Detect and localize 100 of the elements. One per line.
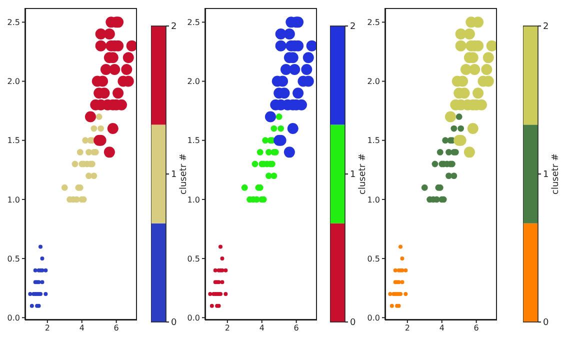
y-tick-label: 2.5 bbox=[367, 18, 380, 28]
point bbox=[86, 172, 92, 180]
point bbox=[44, 292, 48, 296]
point bbox=[107, 123, 118, 134]
point bbox=[220, 280, 224, 284]
point bbox=[82, 137, 89, 144]
point bbox=[38, 244, 43, 249]
point bbox=[446, 148, 452, 156]
point bbox=[442, 137, 449, 144]
x-tick-label: 2 bbox=[44, 324, 50, 333]
point bbox=[460, 64, 472, 75]
point bbox=[464, 146, 475, 158]
point bbox=[287, 123, 298, 134]
point bbox=[458, 125, 464, 132]
point bbox=[218, 244, 223, 249]
point bbox=[40, 256, 44, 261]
x-tick-label: 4 bbox=[439, 324, 444, 333]
y-tick-label: 1.5 bbox=[187, 136, 200, 146]
point bbox=[284, 28, 295, 40]
color-bar-label: 1 bbox=[350, 170, 356, 180]
y-tick-label: 0.0 bbox=[7, 313, 20, 322]
y-tick-label: 1.5 bbox=[7, 136, 20, 146]
point bbox=[400, 280, 404, 284]
point bbox=[30, 304, 34, 308]
y-tick-label: 1.5 bbox=[367, 136, 380, 146]
point bbox=[90, 125, 98, 132]
x-tick-label: 2 bbox=[404, 324, 410, 333]
point bbox=[96, 114, 102, 120]
y-tick-label: 2.0 bbox=[367, 77, 380, 86]
color-bar-label: 1 bbox=[543, 170, 549, 180]
point bbox=[262, 137, 269, 144]
point bbox=[270, 125, 278, 132]
point bbox=[28, 292, 32, 296]
point bbox=[450, 125, 458, 132]
color-bar-label: 2 bbox=[543, 22, 549, 32]
point bbox=[126, 40, 137, 52]
y-tick-label: 1.0 bbox=[187, 195, 200, 204]
point bbox=[76, 148, 84, 156]
point bbox=[292, 88, 304, 99]
point bbox=[284, 146, 295, 158]
y-tick-label: 0.0 bbox=[187, 313, 200, 322]
point bbox=[220, 256, 224, 261]
point bbox=[84, 111, 96, 122]
point bbox=[280, 64, 292, 75]
point bbox=[72, 160, 78, 168]
y-tick-label: 2.5 bbox=[7, 18, 20, 28]
point bbox=[33, 268, 38, 272]
point bbox=[467, 123, 478, 134]
point bbox=[275, 40, 286, 52]
point bbox=[404, 268, 408, 272]
y-tick-label: 0.5 bbox=[367, 254, 380, 264]
color-bar-title: clusetr # bbox=[179, 153, 189, 195]
point bbox=[464, 28, 475, 40]
point bbox=[266, 148, 272, 156]
y-tick-label: 0.5 bbox=[187, 254, 200, 264]
point bbox=[213, 268, 218, 272]
x-tick-label: 6 bbox=[474, 324, 479, 333]
point bbox=[446, 172, 452, 180]
point bbox=[436, 148, 444, 156]
point bbox=[455, 40, 466, 52]
color-bar-title: clusetr # bbox=[358, 153, 368, 195]
y-tick-label: 1.0 bbox=[367, 195, 380, 204]
point bbox=[122, 52, 134, 64]
x-tick-label: 2 bbox=[224, 324, 230, 333]
point bbox=[432, 160, 438, 168]
point bbox=[61, 184, 68, 191]
point bbox=[241, 184, 248, 191]
color-bar-label: 2 bbox=[350, 22, 356, 32]
point bbox=[104, 146, 115, 158]
point bbox=[306, 40, 317, 52]
point bbox=[421, 184, 428, 191]
point bbox=[208, 292, 212, 296]
point bbox=[100, 64, 112, 75]
point bbox=[400, 256, 404, 261]
x-tick-label: 6 bbox=[114, 324, 119, 333]
color-bar-label: 2 bbox=[171, 22, 177, 32]
y-tick-label: 2.0 bbox=[187, 77, 200, 86]
point bbox=[224, 268, 228, 272]
point bbox=[276, 114, 282, 120]
color-bar-label: 0 bbox=[543, 318, 549, 328]
point bbox=[278, 125, 284, 132]
x-tick-label: 4 bbox=[79, 324, 84, 333]
point bbox=[398, 244, 403, 249]
point bbox=[302, 52, 314, 64]
point bbox=[95, 40, 106, 52]
point bbox=[456, 114, 462, 120]
y-tick-label: 1.0 bbox=[7, 195, 20, 204]
x-tick-label: 6 bbox=[294, 324, 299, 333]
point bbox=[266, 172, 272, 180]
point bbox=[210, 304, 214, 308]
point bbox=[482, 52, 494, 64]
point bbox=[44, 268, 48, 272]
point bbox=[252, 160, 258, 168]
color-bar-title: clusetr # bbox=[551, 153, 561, 195]
point bbox=[224, 292, 228, 296]
y-tick-label: 0.5 bbox=[7, 254, 20, 264]
x-tick-label: 4 bbox=[259, 324, 264, 333]
point bbox=[388, 292, 392, 296]
point bbox=[40, 280, 44, 284]
point bbox=[301, 64, 312, 75]
